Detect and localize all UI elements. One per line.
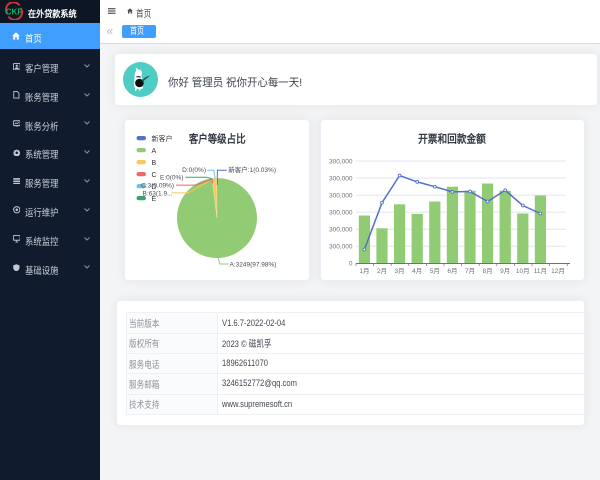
svg-text:7月: 7月 xyxy=(465,267,475,275)
svg-text:3月: 3月 xyxy=(395,267,405,275)
svg-text:CKF: CKF xyxy=(5,7,22,16)
svg-text:300,000: 300,000 xyxy=(329,243,353,250)
svg-text:5月: 5月 xyxy=(430,267,440,275)
svg-text:B: B xyxy=(151,160,156,167)
svg-text:11月: 11月 xyxy=(534,267,547,275)
svg-text:D: D xyxy=(151,184,156,191)
svg-text:C:3(0.09%): C:3(0.09%) xyxy=(141,182,174,189)
svg-text:客户等级占比: 客户等级占比 xyxy=(187,131,245,145)
svg-text:300,000: 300,000 xyxy=(329,158,353,165)
svg-text:2月: 2月 xyxy=(377,267,387,275)
svg-text:4月: 4月 xyxy=(412,267,422,275)
svg-text:A: A xyxy=(151,148,156,155)
svg-text:B:63(1.9...: B:63(1.9... xyxy=(142,190,172,197)
svg-text:新客户: 新客户 xyxy=(151,134,172,143)
svg-text:10月: 10月 xyxy=(516,267,530,275)
svg-text:1月: 1月 xyxy=(359,267,369,275)
svg-text:C: C xyxy=(151,172,156,179)
svg-text:D:0(0%): D:0(0%) xyxy=(182,167,206,174)
svg-text:8月: 8月 xyxy=(483,267,493,275)
svg-text:E: E xyxy=(151,196,156,203)
svg-text:300,000: 300,000 xyxy=(329,175,353,182)
svg-text:6月: 6月 xyxy=(447,267,457,275)
svg-text:300,000: 300,000 xyxy=(329,226,353,233)
svg-text:A:3249(97.98%): A:3249(97.98%) xyxy=(229,261,276,268)
svg-text:9月: 9月 xyxy=(500,267,510,275)
svg-text:300,000: 300,000 xyxy=(329,209,353,216)
svg-text:新客户:1(0.03%): 新客户:1(0.03%) xyxy=(228,165,276,174)
svg-text:0: 0 xyxy=(349,260,353,267)
svg-text:E:0(0%): E:0(0%) xyxy=(160,174,183,181)
svg-text:开票和回款金额: 开票和回款金额 xyxy=(418,131,486,145)
svg-text:300,000: 300,000 xyxy=(329,192,353,199)
svg-text:12月: 12月 xyxy=(551,267,565,275)
